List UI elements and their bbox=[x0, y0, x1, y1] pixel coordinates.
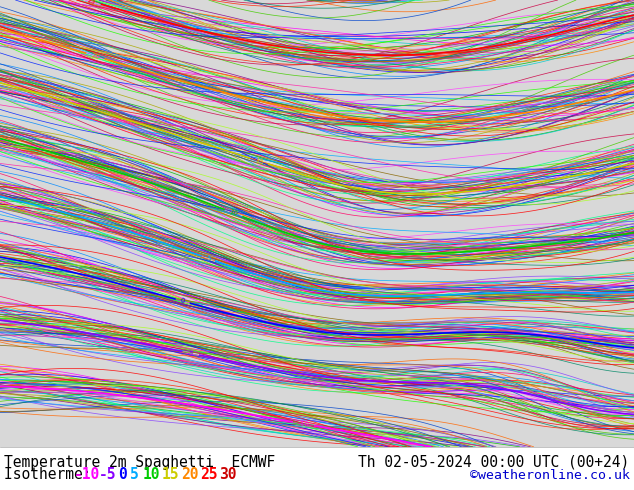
Text: 25: 25 bbox=[87, 0, 97, 6]
Text: 15: 15 bbox=[254, 157, 264, 165]
Text: 0: 0 bbox=[118, 467, 127, 482]
Text: 10: 10 bbox=[143, 467, 160, 482]
Text: 0: 0 bbox=[179, 297, 186, 305]
Text: ©weatheronline.co.uk: ©weatheronline.co.uk bbox=[470, 469, 630, 482]
Text: -10: -10 bbox=[74, 467, 100, 482]
Text: 25: 25 bbox=[200, 467, 217, 482]
Text: 15: 15 bbox=[162, 467, 179, 482]
Text: -10: -10 bbox=[297, 420, 309, 428]
Text: Isotherme:: Isotherme: bbox=[4, 467, 101, 482]
Text: Temperature 2m Spaghetti  ECMWF: Temperature 2m Spaghetti ECMWF bbox=[4, 455, 276, 469]
Text: 20: 20 bbox=[90, 52, 100, 60]
Text: 5: 5 bbox=[205, 255, 211, 262]
Text: 30: 30 bbox=[219, 467, 236, 482]
Text: 20: 20 bbox=[181, 467, 198, 482]
Text: -5: -5 bbox=[186, 350, 195, 357]
Text: Th 02-05-2024 00:00 UTC (00+24): Th 02-05-2024 00:00 UTC (00+24) bbox=[358, 455, 630, 469]
Text: -5: -5 bbox=[99, 467, 117, 482]
Text: 10: 10 bbox=[228, 209, 239, 218]
Text: 5: 5 bbox=[131, 467, 139, 482]
